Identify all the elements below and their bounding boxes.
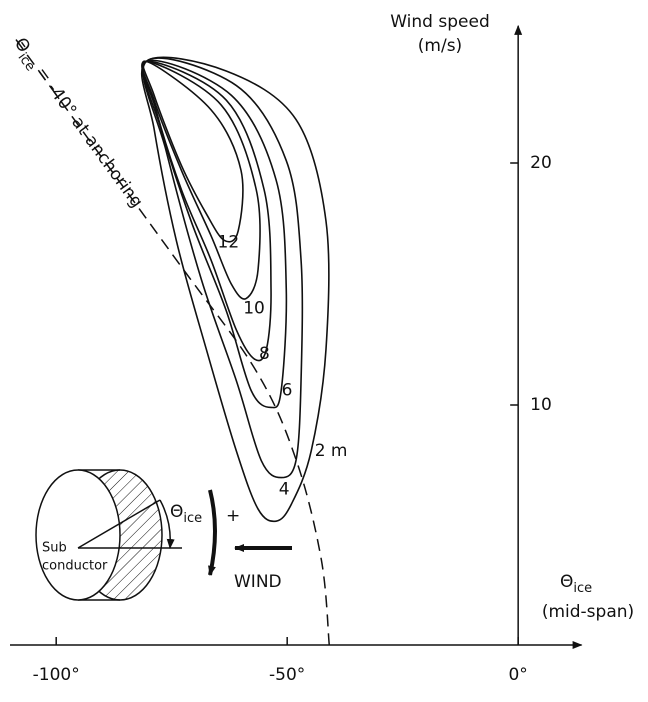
inset-sign: +	[226, 506, 240, 526]
contour-label: 2 m	[315, 441, 348, 461]
contour-label: 10	[243, 299, 265, 319]
y-tick-label: 20	[530, 153, 552, 173]
y-axis-label: (m/s)	[418, 36, 462, 56]
x-axis-label: Θice	[560, 572, 592, 596]
x-label-symbol: Θ	[560, 572, 573, 592]
angle-symbol: Θ	[170, 502, 183, 522]
inset-label: Sub	[42, 541, 67, 556]
contour-label: 8	[259, 344, 270, 364]
x-tick-label: -100°	[33, 665, 80, 685]
x-axis-note: (mid-span)	[542, 602, 634, 622]
cylinder-face	[36, 470, 120, 600]
contour-label: 12	[218, 232, 240, 252]
inset-label: conductor	[42, 559, 108, 574]
y-axis-label: Wind speed	[390, 12, 490, 32]
contour-label: 6	[282, 380, 293, 400]
x-tick-label: 0°	[508, 665, 527, 685]
ref-text: = -40° at anchoring	[31, 63, 146, 211]
rotation-arrow	[210, 490, 215, 575]
wind-label: WIND	[234, 572, 282, 592]
y-tick-label: 10	[530, 395, 552, 415]
inset-angle-label: Θice	[170, 502, 202, 526]
angle-subscript: ice	[183, 511, 202, 526]
contour-label: 4	[279, 480, 290, 500]
x-tick-label: -50°	[269, 665, 305, 685]
x-label-subscript: ice	[573, 581, 592, 596]
chart: Wind speed (m/s) Θice (mid-span) Θice = -…	[0, 0, 648, 702]
